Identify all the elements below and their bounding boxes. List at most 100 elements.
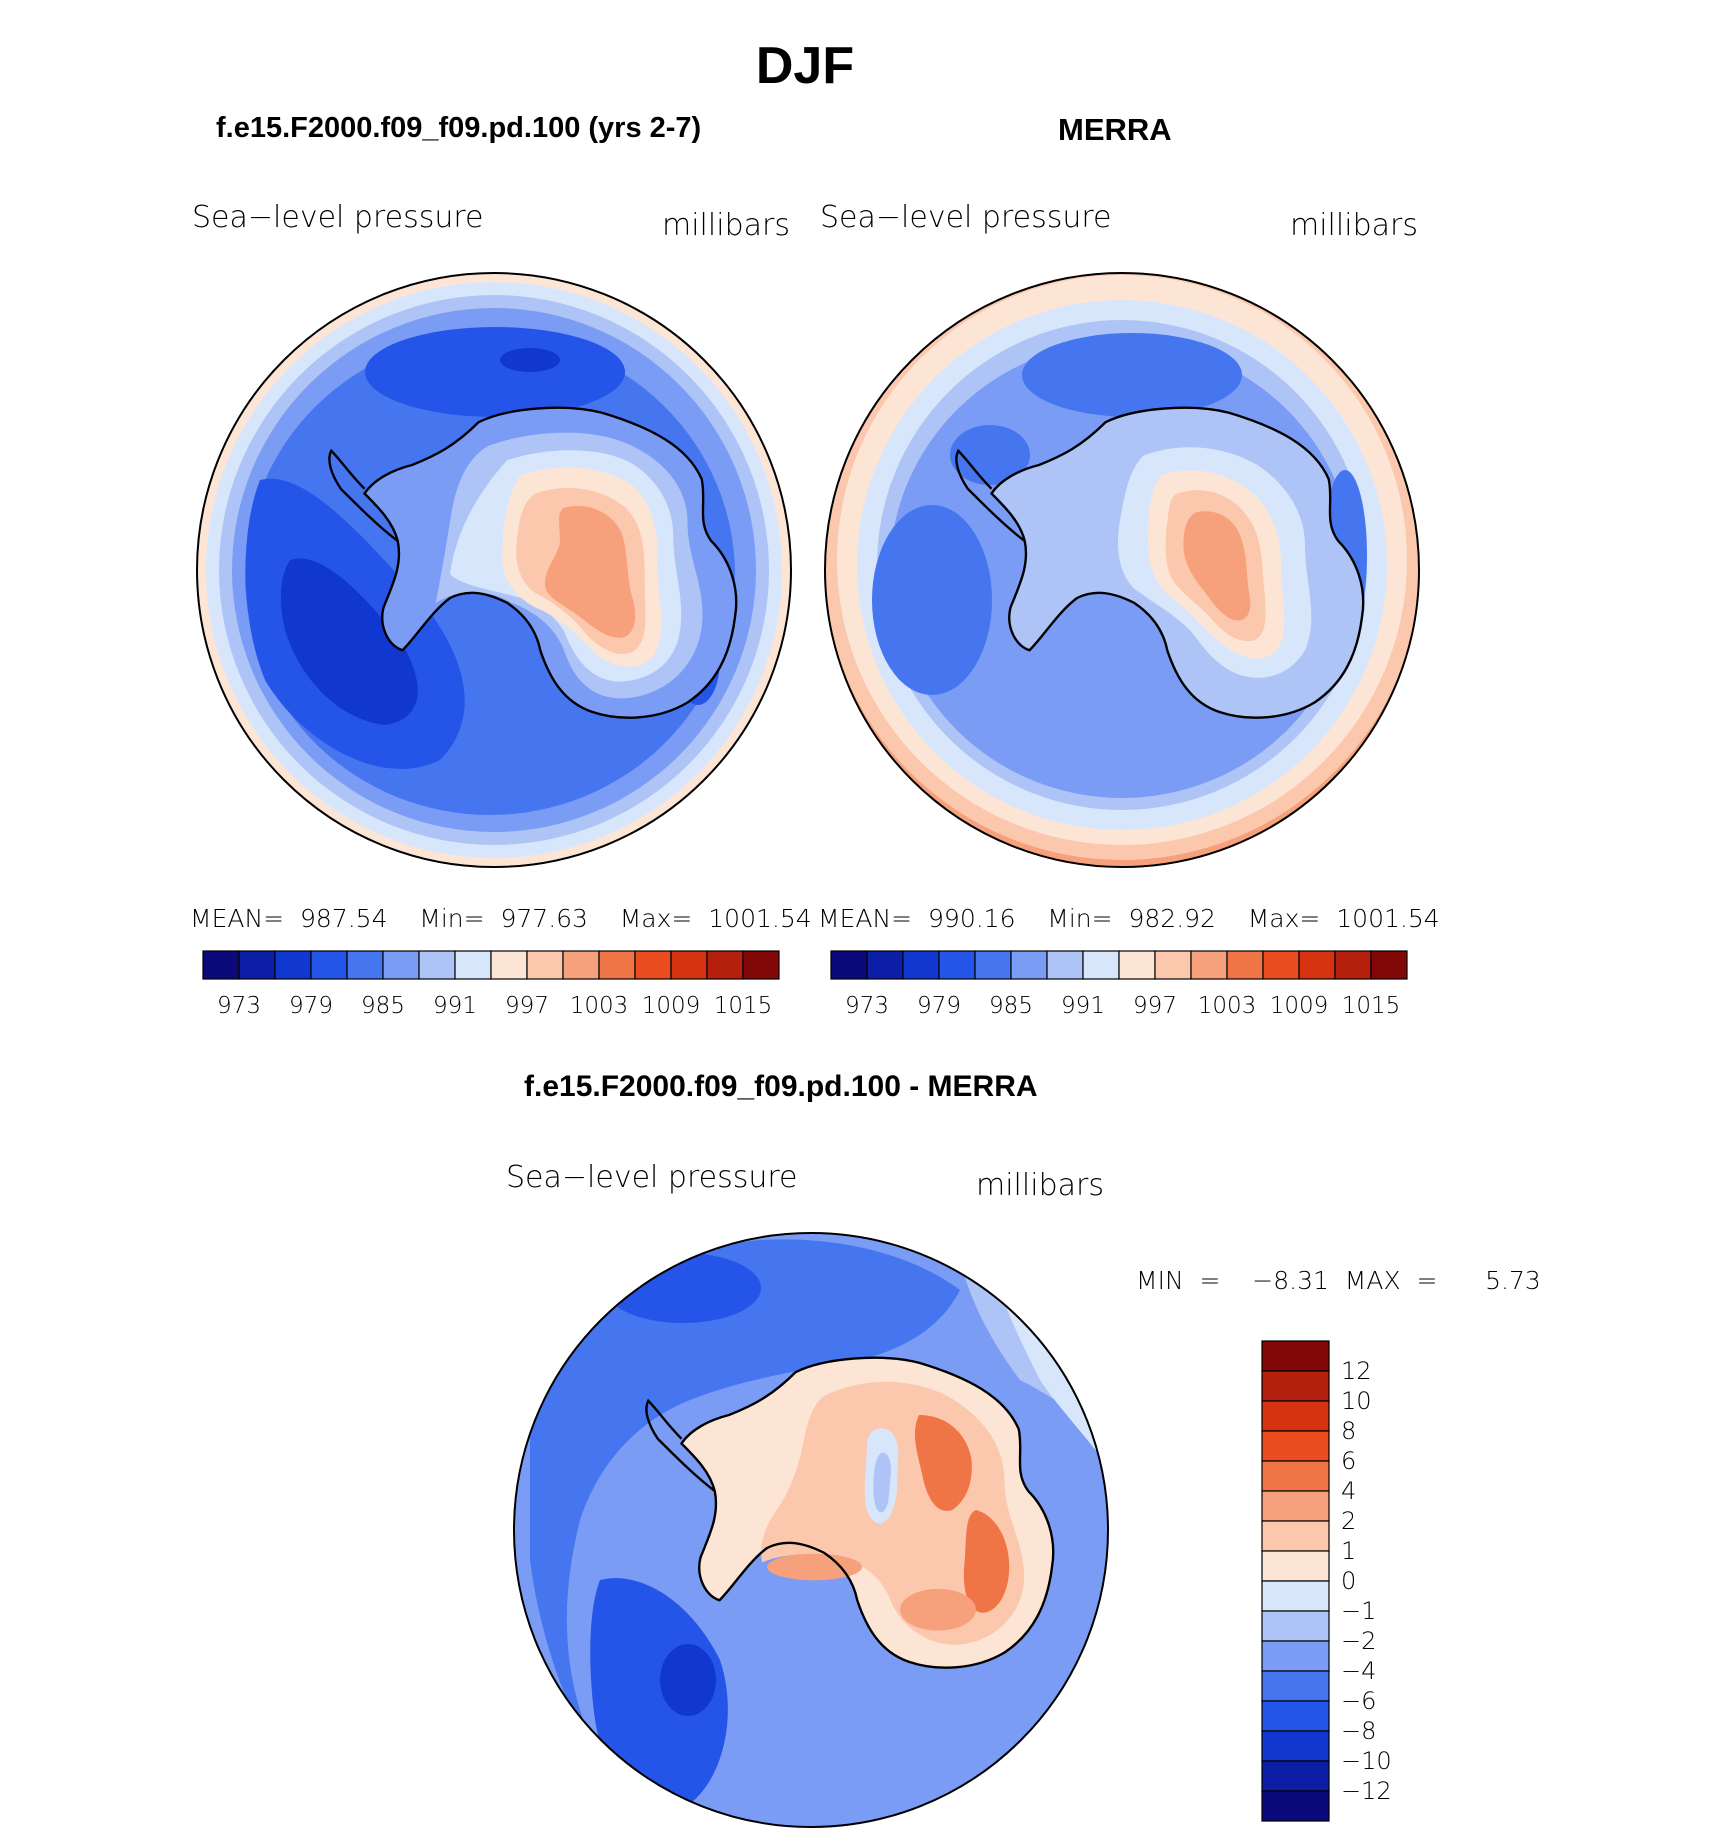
- colorbar-label: 997: [505, 993, 549, 1019]
- colorbar-swatch: [938, 950, 976, 980]
- diff-units-label: millibars: [976, 1168, 1104, 1203]
- panel2-units-label: millibars: [1290, 208, 1418, 243]
- colorbar-swatch: [418, 950, 456, 980]
- colorbar-label: −12: [1341, 1777, 1392, 1805]
- colorbar-swatch: [706, 950, 744, 980]
- panel1-stats: MEAN= 987.54 Min= 977.63 Max= 1001.54: [190, 904, 812, 933]
- colorbar-swatch: [1261, 1670, 1330, 1702]
- colorbar-label: −8: [1341, 1717, 1376, 1745]
- colorbar-swatch: [1370, 950, 1408, 980]
- colorbar-label: −6: [1341, 1687, 1376, 1715]
- diff-variable-label: Sea−level pressure: [506, 1160, 798, 1195]
- colorbar-swatch: [1154, 950, 1192, 980]
- colorbar-label: 4: [1341, 1477, 1356, 1505]
- panel2-variable-label: Sea−level pressure: [820, 200, 1112, 235]
- diff-map-border: [513, 1232, 1109, 1828]
- colorbar-swatch: [1046, 950, 1084, 980]
- colorbar-label: 985: [361, 993, 405, 1019]
- colorbar-swatch: [346, 950, 384, 980]
- colorbar-label: 1003: [570, 993, 629, 1019]
- colorbar-swatch: [310, 950, 348, 980]
- colorbar-label: 1015: [1342, 993, 1401, 1019]
- panel2-title: MERRA: [1058, 112, 1172, 147]
- colorbar-swatch: [1261, 1460, 1330, 1492]
- colorbar-swatch: [1261, 1640, 1330, 1672]
- colorbar-swatch: [598, 950, 636, 980]
- colorbar-swatch: [490, 950, 528, 980]
- colorbar-swatch: [902, 950, 940, 980]
- colorbar-swatch: [670, 950, 708, 980]
- colorbar-swatch: [1261, 1520, 1330, 1552]
- colorbar-swatch: [1261, 1490, 1330, 1522]
- colorbar-label: −4: [1341, 1657, 1376, 1685]
- colorbar-label: 973: [217, 993, 261, 1019]
- panel1-variable-label: Sea−level pressure: [192, 200, 484, 235]
- colorbar-label: 12: [1341, 1357, 1372, 1385]
- colorbar-label: 10: [1341, 1387, 1372, 1415]
- colorbar-label: 1009: [1270, 993, 1329, 1019]
- colorbar-swatch: [274, 950, 312, 980]
- colorbar-swatch: [1261, 1610, 1330, 1642]
- panel1-map-border: [196, 272, 792, 868]
- page-title: DJF: [755, 37, 855, 95]
- colorbar-label: 1009: [642, 993, 701, 1019]
- panel1-colorbar: 973 979 985 991 997 1003 1009 1015: [202, 950, 780, 1019]
- colorbar-swatch: [1261, 1790, 1330, 1822]
- colorbar-label: 2: [1341, 1507, 1356, 1535]
- colorbar-swatch: [830, 950, 868, 980]
- colorbar-swatch: [1261, 1400, 1330, 1432]
- colorbar-swatch: [1118, 950, 1156, 980]
- colorbar-label: 979: [917, 993, 961, 1019]
- colorbar-swatch: [1261, 1580, 1330, 1612]
- diff-map: [514, 1233, 1108, 1827]
- panel2-map-border: [824, 272, 1420, 868]
- colorbar-label: −10: [1341, 1747, 1392, 1775]
- colorbar-swatch: [1010, 950, 1048, 980]
- colorbar-swatch: [526, 950, 564, 980]
- colorbar-swatch: [238, 950, 276, 980]
- colorbar-swatch: [382, 950, 420, 980]
- colorbar-swatch: [1082, 950, 1120, 980]
- colorbar-swatch: [1261, 1430, 1330, 1462]
- panel1-units-label: millibars: [662, 208, 790, 243]
- panel2-colorbar: 973 979 985 991 997 1003 1009 1015: [830, 950, 1408, 1019]
- colorbar-label: −1: [1341, 1597, 1376, 1625]
- panel2-stats: MEAN= 990.16 Min= 982.92 Max= 1001.54: [818, 904, 1440, 933]
- colorbar-label: 985: [989, 993, 1033, 1019]
- colorbar-label: 979: [289, 993, 333, 1019]
- colorbar-swatch: [1261, 1700, 1330, 1732]
- colorbar-swatch: [974, 950, 1012, 980]
- colorbar-swatch: [1298, 950, 1336, 980]
- colorbar-swatch: [1261, 1760, 1330, 1792]
- colorbar-swatch: [634, 950, 672, 980]
- colorbar-label: −2: [1341, 1627, 1376, 1655]
- colorbar-label: 1003: [1198, 993, 1257, 1019]
- panel1-map: [197, 273, 791, 867]
- colorbar-swatch: [202, 950, 240, 980]
- colorbar-swatch: [1261, 1730, 1330, 1762]
- colorbar-swatch: [454, 950, 492, 980]
- colorbar-swatch: [562, 950, 600, 980]
- colorbar-swatch: [1261, 1340, 1330, 1372]
- panel2-map: [825, 273, 1419, 867]
- colorbar-label: 991: [1061, 993, 1105, 1019]
- colorbar-label: 1015: [714, 993, 773, 1019]
- diff-minmax: MIN = −8.31 MAX = 5.73: [1136, 1266, 1541, 1295]
- colorbar-swatch: [866, 950, 904, 980]
- colorbar-swatch: [1334, 950, 1372, 980]
- colorbar-label: 1: [1341, 1537, 1356, 1565]
- colorbar-swatch: [742, 950, 780, 980]
- colorbar-swatch: [1190, 950, 1228, 980]
- colorbar-label: 991: [433, 993, 477, 1019]
- panel1-title: f.e15.F2000.f09_f09.pd.100 (yrs 2-7): [216, 112, 702, 144]
- colorbar-label: 8: [1341, 1417, 1356, 1445]
- colorbar-swatch: [1261, 1370, 1330, 1402]
- colorbar-label: 6: [1341, 1447, 1356, 1475]
- diff-title: f.e15.F2000.f09_f09.pd.100 - MERRA: [524, 1070, 1038, 1103]
- colorbar-swatch: [1262, 950, 1300, 980]
- colorbar-label: 973: [845, 993, 889, 1019]
- colorbar-swatch: [1226, 950, 1264, 980]
- colorbar-label: 997: [1133, 993, 1177, 1019]
